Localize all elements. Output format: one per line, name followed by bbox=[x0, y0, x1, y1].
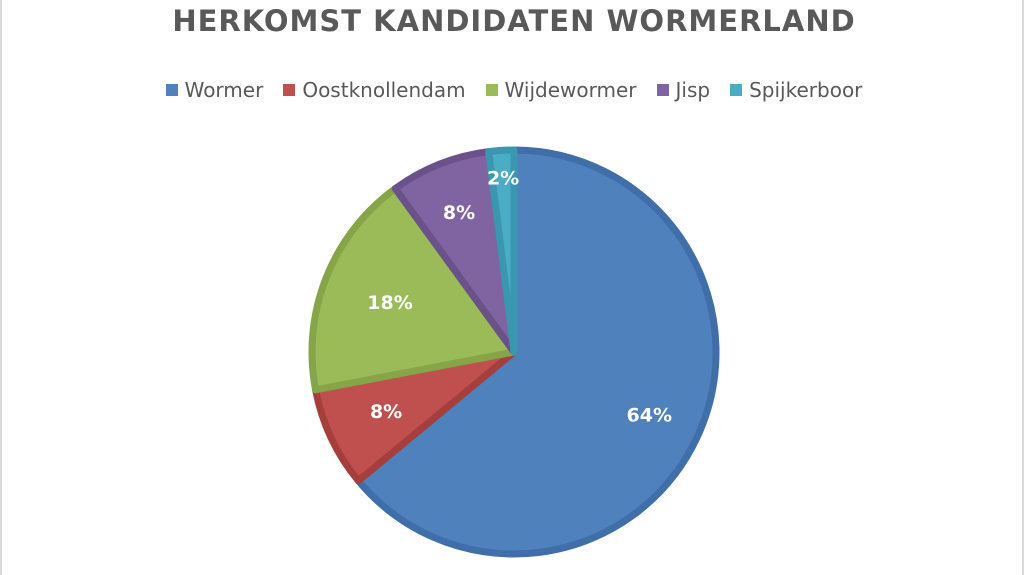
data-label-wormer: 64% bbox=[627, 405, 672, 427]
pie-slice-wijdewormer bbox=[308, 185, 518, 394]
legend-item-spijkerboor: Spijkerboor bbox=[730, 78, 862, 102]
legend-item-jisp: Jisp bbox=[656, 78, 711, 102]
chart-legend: Wormer Oostknollendam Wijdewormer Jisp S… bbox=[2, 78, 1024, 102]
legend-label-jisp: Jisp bbox=[675, 78, 711, 102]
legend-swatch-jisp bbox=[656, 84, 669, 96]
legend-swatch-wijdewormer bbox=[485, 84, 498, 96]
legend-label-oostknollendam: Oostknollendam bbox=[302, 78, 466, 102]
data-label-spijkerboor: 2% bbox=[487, 168, 519, 190]
pie-slice-wormer bbox=[354, 146, 720, 558]
legend-label-wijdewormer: Wijdewormer bbox=[504, 78, 637, 102]
data-label-oostknollendam: 8% bbox=[370, 401, 402, 423]
legend-item-wormer: Wormer bbox=[165, 78, 264, 102]
legend-item-wijdewormer: Wijdewormer bbox=[485, 78, 637, 102]
legend-swatch-wormer bbox=[165, 84, 178, 96]
legend-label-wormer: Wormer bbox=[184, 78, 264, 102]
legend-swatch-spijkerboor bbox=[730, 84, 743, 96]
pie-slice-spijkerboor bbox=[485, 146, 518, 356]
data-label-jisp: 8% bbox=[443, 202, 475, 224]
legend-swatch-oostknollendam bbox=[283, 84, 296, 96]
legend-item-oostknollendam: Oostknollendam bbox=[283, 78, 466, 102]
chart-title: HERKOMST KANDIDATEN WORMERLAND bbox=[172, 4, 856, 38]
legend-label-spijkerboor: Spijkerboor bbox=[749, 78, 863, 102]
data-label-wijdewormer: 18% bbox=[367, 292, 412, 314]
